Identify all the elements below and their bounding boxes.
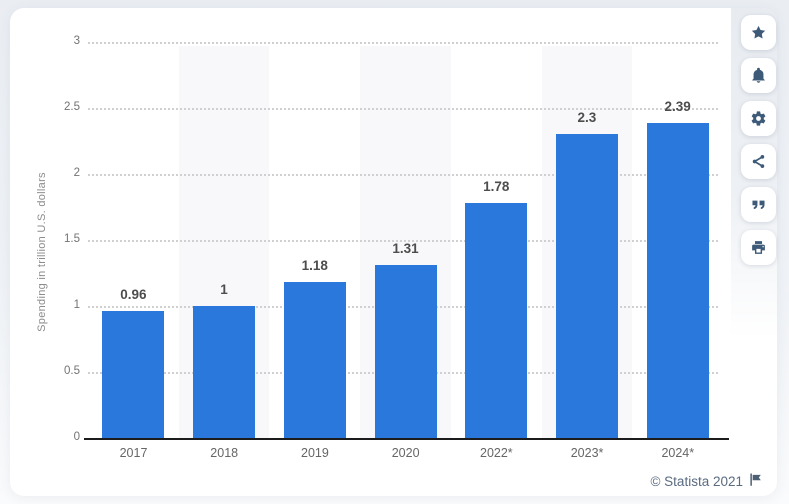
share-button[interactable]	[741, 144, 776, 179]
x-tick-label: 2019	[301, 446, 329, 460]
star-icon	[750, 24, 767, 41]
statista-credit-link[interactable]: © Statista 2021	[650, 472, 763, 490]
bar-value-label: 2.39	[664, 98, 691, 114]
y-tick-label: 1.5	[64, 233, 80, 245]
bar-2024*[interactable]	[646, 122, 709, 438]
y-tick-label: 1	[73, 299, 80, 311]
bar-value-label: 1.78	[483, 179, 510, 195]
settings-button[interactable]	[741, 101, 776, 136]
bell-icon	[750, 67, 767, 84]
bar-2020[interactable]	[374, 265, 437, 438]
bar-2018[interactable]	[193, 306, 256, 438]
plot-area: 0 0.5 1 1.5 2 2.5 3 0.96 2017 1 2018 1.18 2019 1.31 20…	[64, 35, 729, 460]
y-tick-label: 0	[73, 431, 80, 443]
print-button[interactable]	[741, 230, 776, 265]
bar-2019[interactable]	[283, 282, 346, 438]
y-tick-label: 0.5	[64, 365, 80, 377]
y-tick-label: 3	[73, 35, 80, 47]
y-tick-label: 2	[73, 167, 80, 179]
gear-icon	[750, 110, 767, 127]
y-tick-label: 2.5	[64, 101, 80, 113]
gridline	[88, 240, 718, 242]
toolbar	[741, 15, 776, 273]
bar-2017[interactable]	[102, 311, 165, 438]
x-tick-label: 2017	[119, 446, 148, 460]
x-axis-line	[84, 438, 729, 440]
bar-2022*[interactable]	[465, 203, 528, 438]
credit-text: © Statista 2021	[650, 473, 743, 489]
quote-icon	[750, 196, 767, 213]
x-tick-label: 2024*	[661, 446, 695, 460]
gridline	[88, 108, 718, 110]
cite-button[interactable]	[741, 187, 776, 222]
x-tick-label: 2018	[210, 446, 239, 460]
bar-value-label: 0.96	[120, 287, 147, 303]
x-tick-label: 2023*	[570, 446, 604, 460]
bar-value-label: 1	[220, 282, 228, 297]
gridline	[88, 174, 718, 176]
bar-value-label: 1.31	[392, 241, 419, 257]
share-icon	[750, 153, 767, 170]
favorite-button[interactable]	[741, 15, 776, 50]
x-tick-label: 2020	[391, 446, 420, 460]
bar-value-label: 2.3	[577, 110, 597, 126]
bar-2023*[interactable]	[555, 134, 618, 438]
flag-icon	[748, 472, 763, 490]
alert-button[interactable]	[741, 58, 776, 93]
bar-value-label: 1.18	[301, 258, 328, 274]
gridline	[88, 42, 718, 44]
x-tick-label: 2022*	[480, 446, 513, 460]
print-icon	[750, 239, 767, 256]
chart-card: Spending in trillion U.S. dollars 0 0.5 1 1…	[10, 8, 777, 496]
